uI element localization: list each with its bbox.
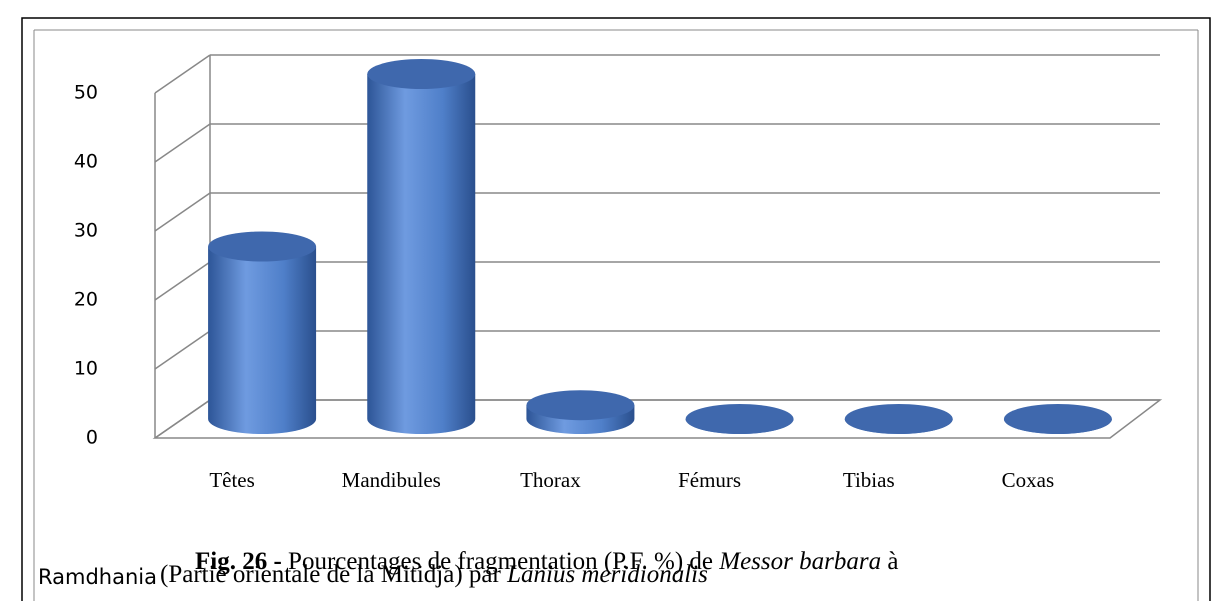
grid-line-side	[154, 330, 211, 370]
caption-predator: Lanius meridionalis	[506, 561, 708, 588]
y-tick-label: 40	[74, 151, 98, 173]
caption-line: (Partie orientale de la Mitidja) par Lan…	[160, 561, 708, 588]
caption-label: Fig. 26 -	[195, 548, 282, 575]
cylinder	[367, 59, 476, 434]
bar-top	[208, 231, 317, 262]
bar-top	[526, 390, 635, 421]
bar	[367, 74, 476, 434]
cylinder	[685, 404, 794, 434]
caption-text: (Partie orientale de la Mitidja) par	[160, 561, 502, 588]
cylinder	[208, 231, 317, 434]
bar-top	[844, 404, 953, 434]
x-tick-label: Têtes	[209, 468, 254, 492]
bar	[208, 246, 317, 434]
x-tick-label: Thorax	[520, 468, 581, 492]
cylinder	[844, 404, 953, 434]
grid-line-side	[154, 399, 211, 439]
x-tick-label: Mandibules	[342, 468, 441, 492]
caption: Fig. 26 - Pourcentages de fragmentation …	[38, 548, 898, 589]
caption-species: Messor barbara	[718, 548, 881, 575]
x-tick-label: Fémurs	[678, 468, 741, 492]
cylinder	[526, 390, 635, 434]
bar-top	[1003, 404, 1112, 434]
grid-line-side	[154, 54, 211, 94]
caption-text: à	[887, 548, 898, 575]
frame	[21, 17, 1211, 601]
caption-location: Ramdhania	[38, 565, 157, 589]
bar-top	[367, 59, 476, 89]
y-tick-label: 50	[74, 82, 98, 104]
x-tick-label: Tibias	[843, 468, 895, 492]
y-tick-label: 20	[74, 289, 98, 311]
x-tick-label: Coxas	[1002, 468, 1055, 492]
y-tick-label: 30	[74, 220, 98, 242]
grid-line-side	[154, 192, 211, 232]
caption-line: Fig. 26 - Pourcentages de fragmentation …	[195, 548, 898, 575]
caption-text: Pourcentages de fragmentation (P.F. %) d…	[288, 548, 713, 575]
grid-line-side	[154, 261, 211, 301]
grid-line-side	[154, 123, 211, 163]
y-tick-label: 0	[86, 427, 98, 449]
bar-top	[685, 404, 794, 434]
y-tick-label: 10	[74, 358, 98, 380]
cylinder	[1003, 404, 1112, 434]
